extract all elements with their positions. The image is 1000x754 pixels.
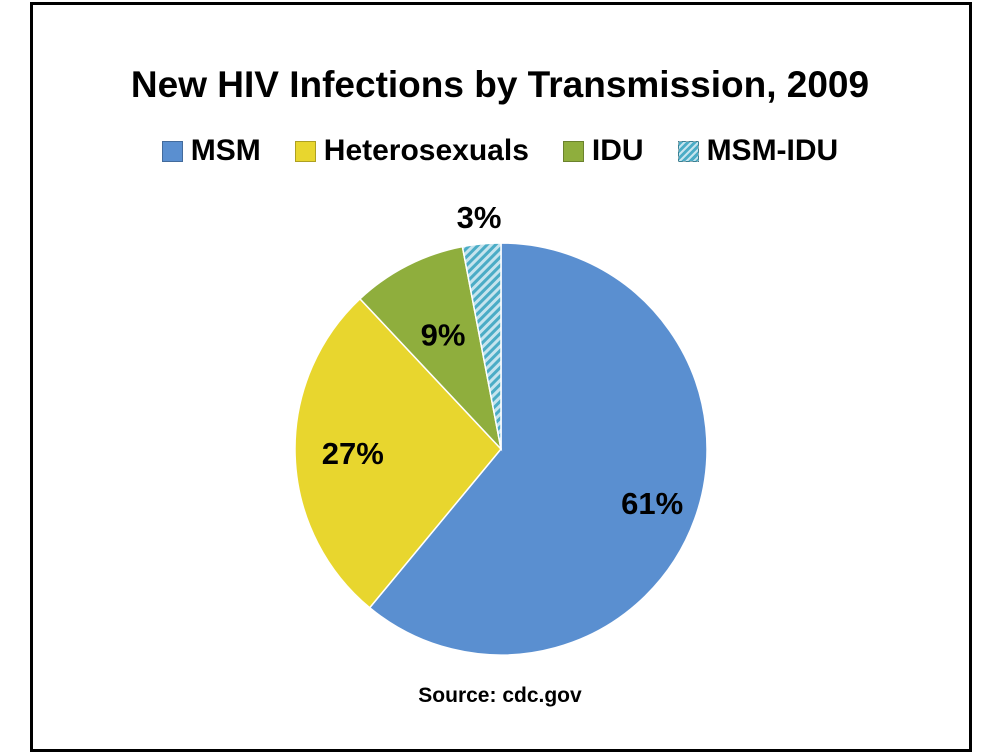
legend-swatch-idu bbox=[562, 140, 584, 162]
pie-slice-msm-idu bbox=[461, 242, 502, 450]
pie-slice-msm bbox=[368, 242, 708, 656]
legend-item-msm: MSM bbox=[161, 134, 261, 168]
pie-slice-idu bbox=[358, 245, 503, 452]
legend-item-idu: IDU bbox=[562, 134, 644, 168]
legend-label-idu: IDU bbox=[591, 134, 644, 167]
pie-labels: 61% 27% 9% 3% bbox=[322, 200, 683, 521]
pie-label-msm-idu: 3% bbox=[457, 200, 502, 235]
pie-slices bbox=[294, 242, 708, 656]
source-note: Source: cdc.gov bbox=[418, 684, 582, 707]
legend-swatch-heterosexuals bbox=[294, 140, 316, 162]
legend-swatch-msm-idu bbox=[677, 140, 699, 162]
chart-title: New HIV Infections by Transmission, 2009 bbox=[130, 64, 870, 105]
pie-label-idu: 9% bbox=[421, 318, 466, 353]
legend-label-msm: MSM bbox=[190, 134, 261, 167]
pie-slice-heterosexuals bbox=[294, 297, 502, 609]
legend-label-msm-idu: MSM-IDU bbox=[706, 134, 839, 167]
pie-label-msm: 61% bbox=[621, 486, 683, 521]
legend-label-heterosexuals: Heterosexuals bbox=[323, 134, 529, 167]
legend-swatch-msm bbox=[161, 140, 183, 162]
legend-item-heterosexuals: Heterosexuals bbox=[294, 134, 529, 168]
legend-item-msm-idu: MSM-IDU bbox=[677, 134, 839, 168]
pie-label-heterosexuals: 27% bbox=[322, 436, 384, 471]
legend: MSM Heterosexuals IDU MSM-IDU bbox=[0, 134, 1000, 168]
